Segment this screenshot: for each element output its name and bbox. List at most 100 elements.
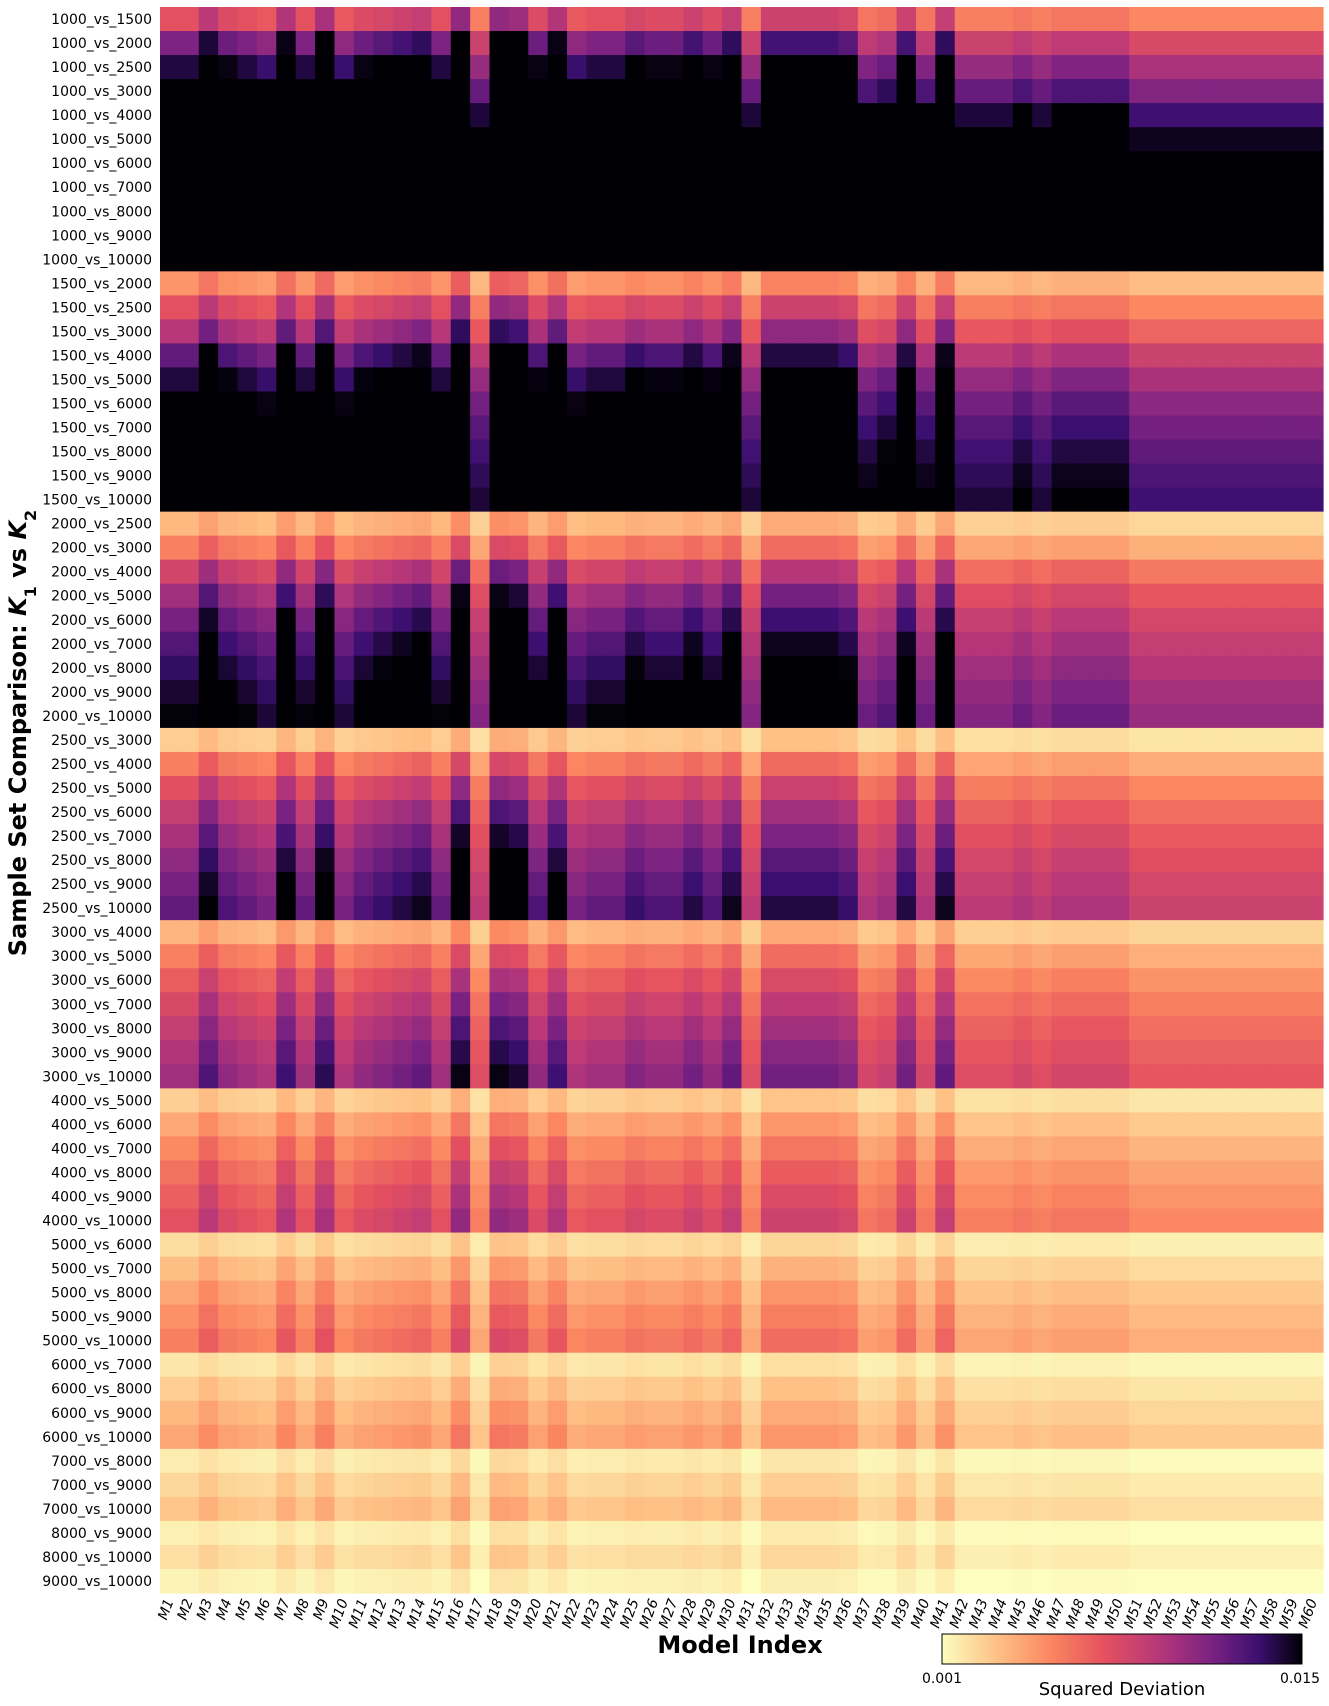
heatmap-cell [702, 391, 723, 417]
heatmap-cell [1012, 223, 1033, 248]
heatmap-cell [508, 1256, 529, 1282]
heatmap-cell [1032, 1256, 1053, 1282]
heatmap-cell [431, 79, 452, 104]
heatmap-cell [605, 583, 626, 609]
heatmap-cell [470, 55, 491, 80]
heatmap-cell [1206, 103, 1227, 128]
heatmap-cell [799, 439, 820, 465]
heatmap-cell [586, 1448, 607, 1474]
heatmap-cell [373, 127, 394, 152]
heatmap-cell [1051, 31, 1072, 56]
heatmap-cell [663, 872, 684, 897]
heatmap-cell [276, 872, 297, 897]
heatmap-cell [1148, 968, 1169, 993]
heatmap-cell [373, 1064, 394, 1089]
heatmap-cell [547, 848, 568, 873]
y-tick-label: 2500_vs_5000 [51, 781, 152, 797]
heatmap-cell [334, 727, 355, 753]
heatmap-cell [586, 1016, 607, 1041]
heatmap-cell [644, 175, 665, 200]
heatmap-cell [528, 1496, 549, 1522]
heatmap-cell [1206, 944, 1227, 969]
heatmap-cell [780, 751, 801, 777]
heatmap-cell [1187, 1304, 1208, 1330]
heatmap-cell [1090, 415, 1111, 441]
heatmap-cell [276, 1568, 297, 1594]
heatmap-cell [838, 872, 859, 897]
heatmap-cell [411, 535, 432, 561]
heatmap-cell [799, 391, 820, 417]
heatmap-cell [683, 751, 704, 777]
heatmap-cell [334, 607, 355, 633]
heatmap-cell [857, 1136, 878, 1162]
heatmap-cell [411, 1208, 432, 1234]
heatmap-cell [470, 824, 491, 849]
heatmap-cell [1129, 703, 1150, 729]
heatmap-cell [198, 271, 219, 296]
heatmap-cell [722, 271, 743, 296]
heatmap-cell [896, 920, 917, 945]
heatmap-cell [353, 487, 374, 513]
heatmap-cell [586, 751, 607, 777]
heatmap-cell [644, 1400, 665, 1426]
heatmap-cell [179, 1112, 200, 1138]
heatmap-cell [954, 439, 975, 465]
heatmap-cell [547, 1016, 568, 1041]
heatmap-cell [276, 1544, 297, 1570]
heatmap-cell [741, 7, 762, 32]
heatmap-cell [295, 463, 316, 489]
heatmap-cell [1206, 295, 1227, 320]
heatmap-cell [605, 1448, 626, 1474]
heatmap-cell [974, 175, 995, 200]
heatmap-cell [547, 1520, 568, 1546]
heatmap-cell [508, 1136, 529, 1162]
heatmap-cell [644, 199, 665, 224]
heatmap-cell [431, 487, 452, 513]
heatmap-cell [877, 1160, 898, 1186]
heatmap-cell [276, 199, 297, 224]
heatmap-cell [179, 175, 200, 200]
heatmap-cell [353, 247, 374, 272]
heatmap-cell [954, 944, 975, 969]
heatmap-cell [334, 920, 355, 945]
heatmap-cell [179, 1376, 200, 1402]
heatmap-cell [644, 1448, 665, 1474]
heatmap-cell [1303, 1496, 1324, 1522]
heatmap-cell [935, 583, 956, 609]
heatmap-cell [760, 415, 781, 441]
heatmap-cell [722, 31, 743, 56]
heatmap-cell [644, 415, 665, 441]
heatmap-cell [315, 824, 336, 849]
heatmap-cell [218, 824, 239, 849]
heatmap-cell [411, 1328, 432, 1354]
heatmap-cell [334, 1136, 355, 1162]
heatmap-cell [954, 800, 975, 825]
heatmap-cell [1051, 415, 1072, 441]
heatmap-cell [799, 55, 820, 80]
heatmap-cell [411, 199, 432, 224]
heatmap-cell [741, 727, 762, 753]
heatmap-cell [373, 607, 394, 633]
heatmap-cell [1167, 944, 1188, 969]
heatmap-cell [237, 295, 258, 320]
heatmap-cell [218, 79, 239, 104]
heatmap-cell [547, 343, 568, 369]
heatmap-cell [373, 727, 394, 753]
heatmap-cell [683, 559, 704, 585]
heatmap-cell [625, 415, 646, 441]
heatmap-cell [1206, 1112, 1227, 1138]
heatmap-cell [1245, 1280, 1266, 1306]
heatmap-cell [450, 1040, 471, 1065]
heatmap-cell [373, 679, 394, 705]
heatmap-cell [508, 31, 529, 56]
heatmap-cell [993, 1568, 1014, 1594]
heatmap-cell [896, 1496, 917, 1522]
heatmap-cell [218, 1448, 239, 1474]
heatmap-cell [373, 703, 394, 729]
heatmap-cell [1264, 511, 1285, 537]
heatmap-cell [760, 872, 781, 897]
heatmap-cell [915, 103, 936, 128]
heatmap-cell [1090, 1400, 1111, 1426]
heatmap-cell [993, 1160, 1014, 1186]
heatmap-cell [450, 511, 471, 537]
